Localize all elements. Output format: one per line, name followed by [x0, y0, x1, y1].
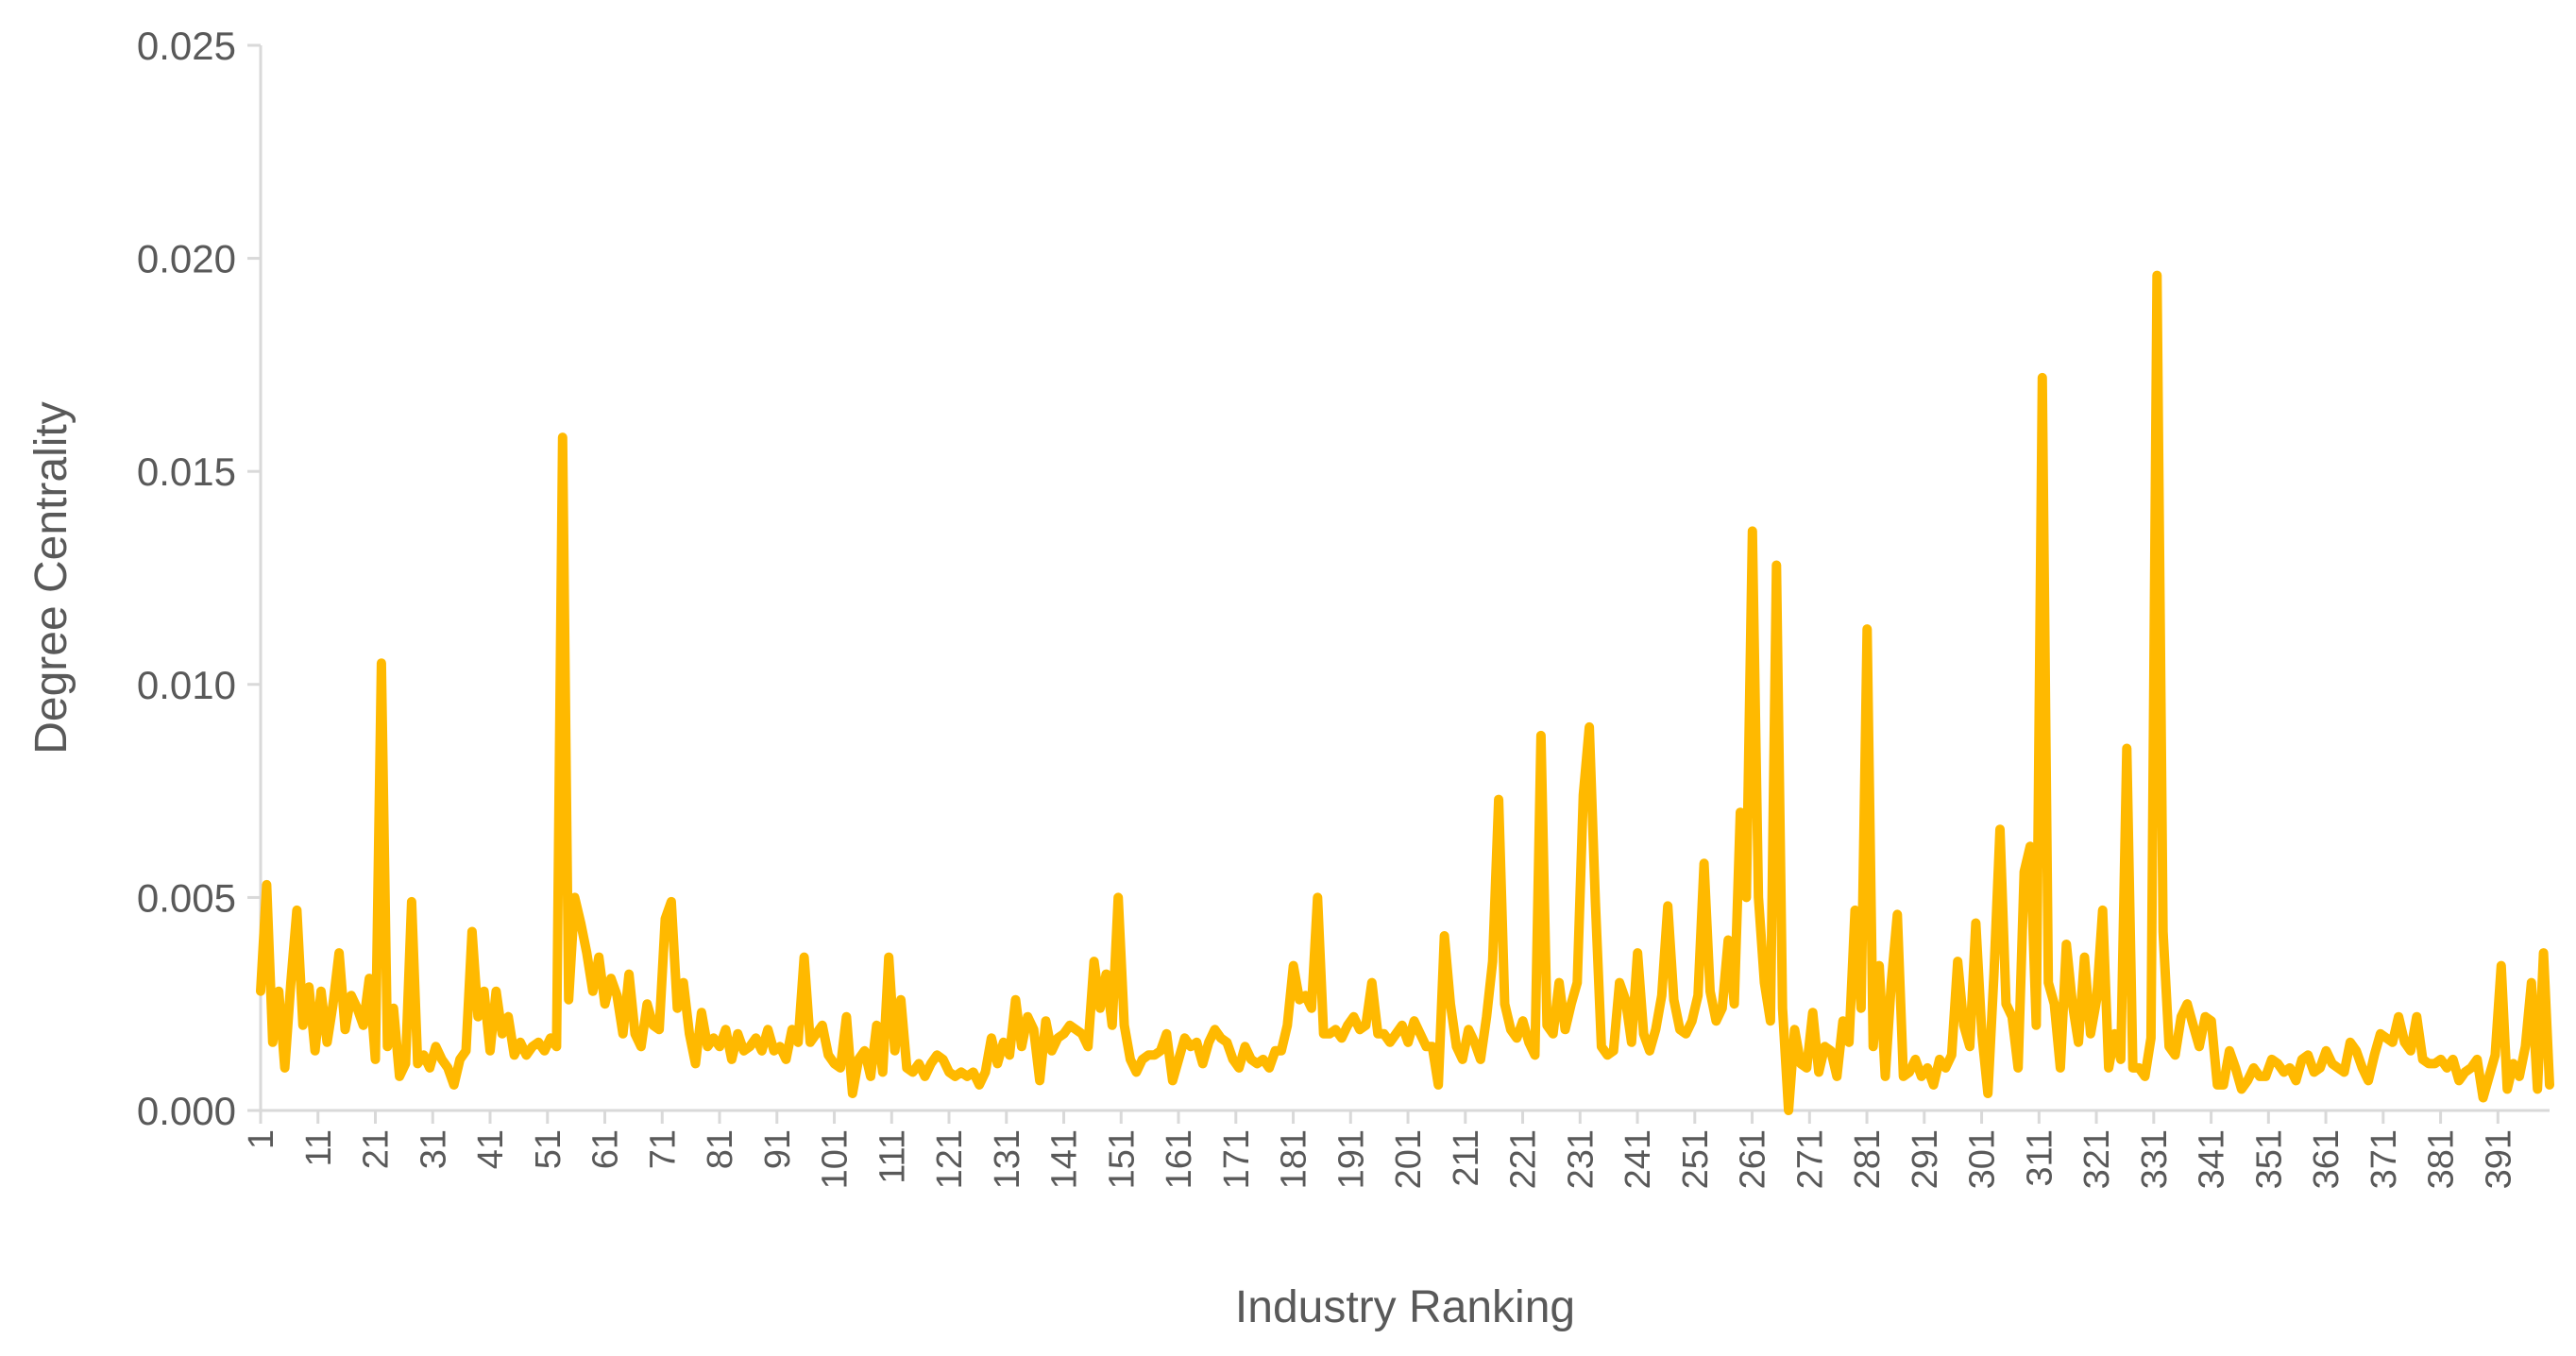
- x-tick-label: 231: [1561, 1129, 1601, 1189]
- plot-frame: [259, 45, 2550, 1112]
- x-tick-label: 331: [2135, 1129, 2175, 1189]
- x-tick-label: 221: [1504, 1129, 1544, 1189]
- x-tick-label: 261: [1734, 1129, 1773, 1189]
- x-tick-label: 91: [758, 1129, 798, 1169]
- x-tick-label: 381: [2422, 1129, 2462, 1189]
- x-tick-label: 371: [2364, 1129, 2404, 1189]
- x-tick-label: 211: [1447, 1129, 1486, 1187]
- x-axis-title: Industry Ranking: [1235, 1282, 1575, 1332]
- x-tick-label: 151: [1102, 1129, 1142, 1189]
- x-tick-label: 341: [2193, 1129, 2232, 1189]
- x-tick-label: 191: [1331, 1129, 1371, 1189]
- x-tick-label: 251: [1676, 1129, 1716, 1189]
- x-tick-label: 161: [1160, 1129, 1199, 1189]
- x-tick-label: 311: [2020, 1129, 2059, 1187]
- x-tick-label: 121: [930, 1129, 970, 1189]
- y-tick-label: 0.000: [137, 1089, 236, 1133]
- x-tick-label: 61: [586, 1129, 626, 1169]
- x-axis-ticks: 1 11 21 31 41 51 61 71 81 91 101 111 121 131 141 151 161…: [242, 1110, 2518, 1189]
- x-tick-label: 131: [988, 1129, 1027, 1189]
- x-tick-label: 101: [816, 1129, 856, 1189]
- x-tick-label: 71: [643, 1129, 683, 1169]
- x-tick-label: 21: [357, 1129, 397, 1169]
- x-tick-label: 291: [1906, 1129, 1945, 1189]
- x-tick-label: 301: [1963, 1129, 2003, 1189]
- x-tick-label: 281: [1848, 1129, 1888, 1189]
- x-tick-label: 11: [299, 1129, 339, 1166]
- y-axis-ticks: 0.000 0.005 0.010 0.015 0.020 0.025: [137, 24, 261, 1133]
- x-tick-label: 241: [1618, 1129, 1658, 1189]
- x-tick-label: 181: [1275, 1129, 1314, 1189]
- x-tick-label: 81: [701, 1129, 740, 1169]
- x-tick-label: 1: [242, 1129, 281, 1149]
- x-tick-label: 271: [1790, 1129, 1830, 1189]
- series-line-degree-centrality: [256, 270, 2554, 1115]
- y-tick-label: 0.010: [137, 663, 236, 707]
- y-axis-title: Degree Centrality: [26, 401, 76, 754]
- x-tick-label: 31: [414, 1129, 453, 1169]
- x-tick-label: 51: [529, 1129, 568, 1169]
- x-tick-label: 361: [2307, 1129, 2347, 1189]
- y-tick-label: 0.020: [137, 237, 236, 281]
- x-tick-label: 321: [2077, 1129, 2117, 1189]
- x-tick-label: 391: [2479, 1129, 2518, 1189]
- y-tick-label: 0.005: [137, 875, 236, 920]
- x-tick-label: 111: [873, 1129, 912, 1184]
- x-tick-label: 141: [1045, 1129, 1085, 1189]
- x-tick-label: 351: [2249, 1129, 2289, 1189]
- x-tick-label: 171: [1217, 1129, 1257, 1189]
- y-tick-label: 0.025: [137, 24, 236, 68]
- x-tick-label: 41: [471, 1129, 511, 1169]
- x-tick-label: 201: [1389, 1129, 1429, 1189]
- y-tick-label: 0.015: [137, 449, 236, 494]
